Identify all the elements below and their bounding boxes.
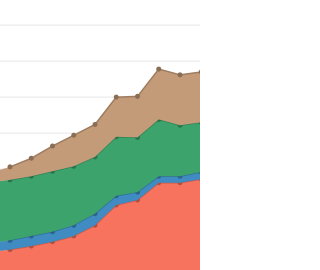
point bbox=[198, 69, 200, 75]
point bbox=[28, 155, 34, 161]
area bbox=[0, 69, 200, 182]
point bbox=[50, 143, 55, 149]
area bbox=[0, 172, 200, 251]
area-line bbox=[9, 171, 200, 242]
chart bbox=[0, 24, 200, 270]
point bbox=[7, 164, 13, 170]
area-line bbox=[9, 68, 200, 168]
point bbox=[71, 132, 77, 138]
point bbox=[113, 94, 119, 100]
area bbox=[0, 179, 200, 270]
point bbox=[135, 93, 140, 99]
area bbox=[0, 119, 200, 242]
point bbox=[177, 72, 183, 78]
point bbox=[92, 121, 98, 127]
point bbox=[156, 66, 162, 72]
